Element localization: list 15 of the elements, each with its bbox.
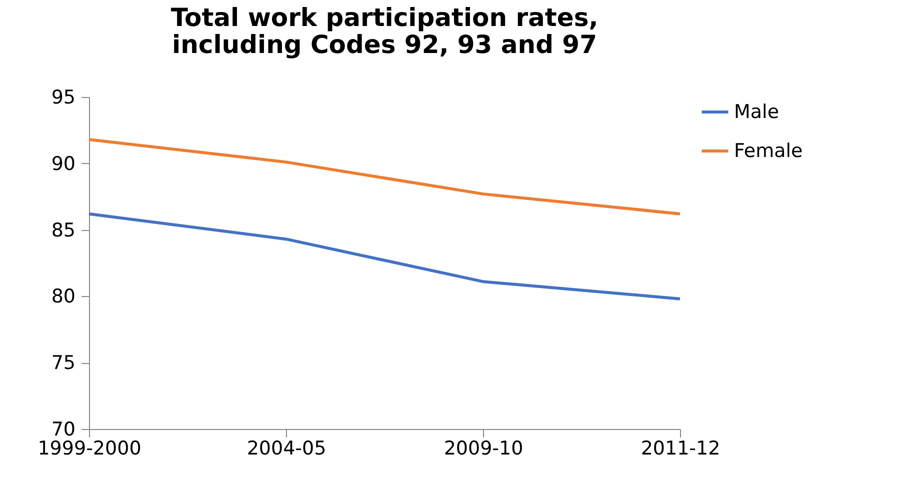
y-tick-label: 85 <box>51 219 76 242</box>
y-tick-label: 90 <box>51 152 76 175</box>
y-tick-label: 70 <box>51 418 76 440</box>
line-series <box>88 138 682 216</box>
x-tick-label: 2009-10 <box>444 438 524 460</box>
y-tick-label: 80 <box>51 286 76 308</box>
x-tick-label: 2004-05 <box>246 438 326 460</box>
x-tick-label: 2011-12 <box>640 438 720 460</box>
x-tick-label: 1999-2000 <box>38 438 142 460</box>
line-series <box>88 212 682 300</box>
legend-label: Female <box>734 140 803 162</box>
y-tick-label: 75 <box>51 352 76 374</box>
legend-label: Male <box>734 101 780 123</box>
y-tick-label: 95 <box>51 86 76 108</box>
chart-title: Total work participation rates, including Codes 92, 93 and 97 <box>170 3 598 59</box>
